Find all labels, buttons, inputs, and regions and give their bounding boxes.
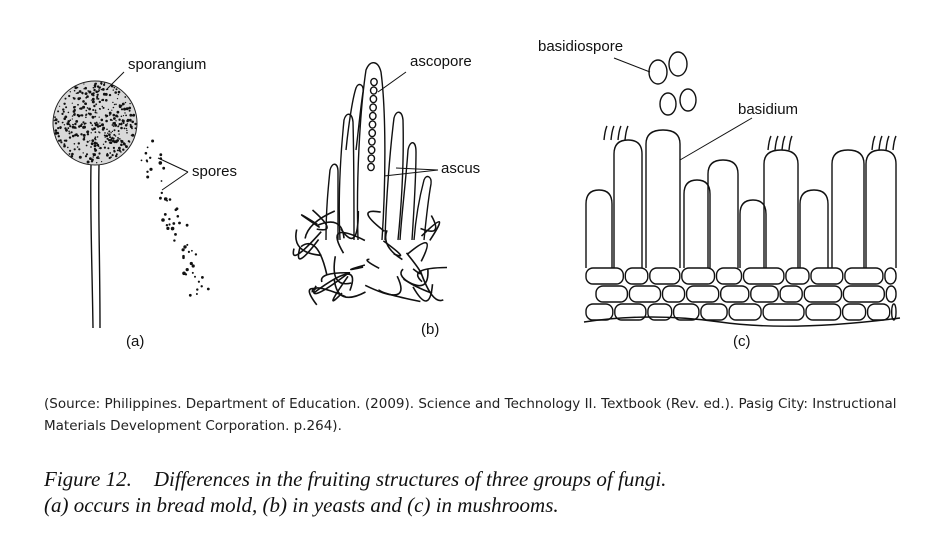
caption-line-2: (a) occurs in bread mold, (b) in yeasts … xyxy=(44,493,559,517)
caption-line-1: Figure 12. Differences in the fruiting st… xyxy=(44,466,924,492)
ascospores xyxy=(367,77,378,172)
figure-caption: Figure 12. Differences in the fruiting st… xyxy=(44,466,924,518)
label-spores: spores xyxy=(192,163,238,180)
label-basidium: basidium xyxy=(738,101,799,118)
panel-b-label: (b) xyxy=(421,321,440,338)
panel-a-label: (a) xyxy=(126,333,145,350)
base-cell-layers xyxy=(583,267,901,327)
label-sporangium: sporangium xyxy=(128,56,207,73)
figure-drawing xyxy=(52,51,901,329)
fungi-figure: sporangium spores (a) ascopore ascus (b)… xyxy=(52,38,901,350)
label-basidiospore: basidiospore xyxy=(538,38,624,55)
source-citation: (Source: Philippines. Department of Educ… xyxy=(44,396,897,434)
caption-text-1: Differences in the fruiting structures o… xyxy=(153,467,667,491)
panel-b-drawing xyxy=(292,62,448,306)
released-spores xyxy=(140,139,210,297)
caption-number: Figure 12. xyxy=(44,467,132,491)
label-ascus: ascus xyxy=(441,160,481,177)
label-ascopore: ascopore xyxy=(410,53,472,70)
basidia-row xyxy=(585,125,897,268)
panel-c-drawing xyxy=(583,51,901,327)
sporangiophore-stalk xyxy=(90,164,101,329)
panel-a-drawing xyxy=(52,71,210,329)
hyphae-tangle xyxy=(292,209,448,306)
panel-c-label: (c) xyxy=(733,333,751,350)
sporangium-stipple xyxy=(53,82,137,164)
